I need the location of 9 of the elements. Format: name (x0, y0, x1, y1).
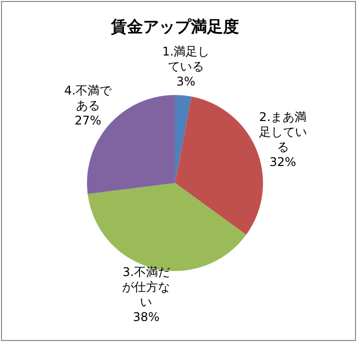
slice-label: 4.不満である (64, 84, 113, 113)
slice-label: 1.満足している (162, 44, 210, 74)
slice-label: 2.まあ満足している (258, 110, 307, 154)
data-label: 32% (270, 155, 296, 170)
pie-slice (175, 95, 192, 183)
data-label: 3% (176, 74, 196, 89)
data-label: 27% (74, 114, 102, 128)
data-label: 38% (132, 310, 160, 324)
chart-title: 賃金アップ満足度 (110, 17, 239, 36)
